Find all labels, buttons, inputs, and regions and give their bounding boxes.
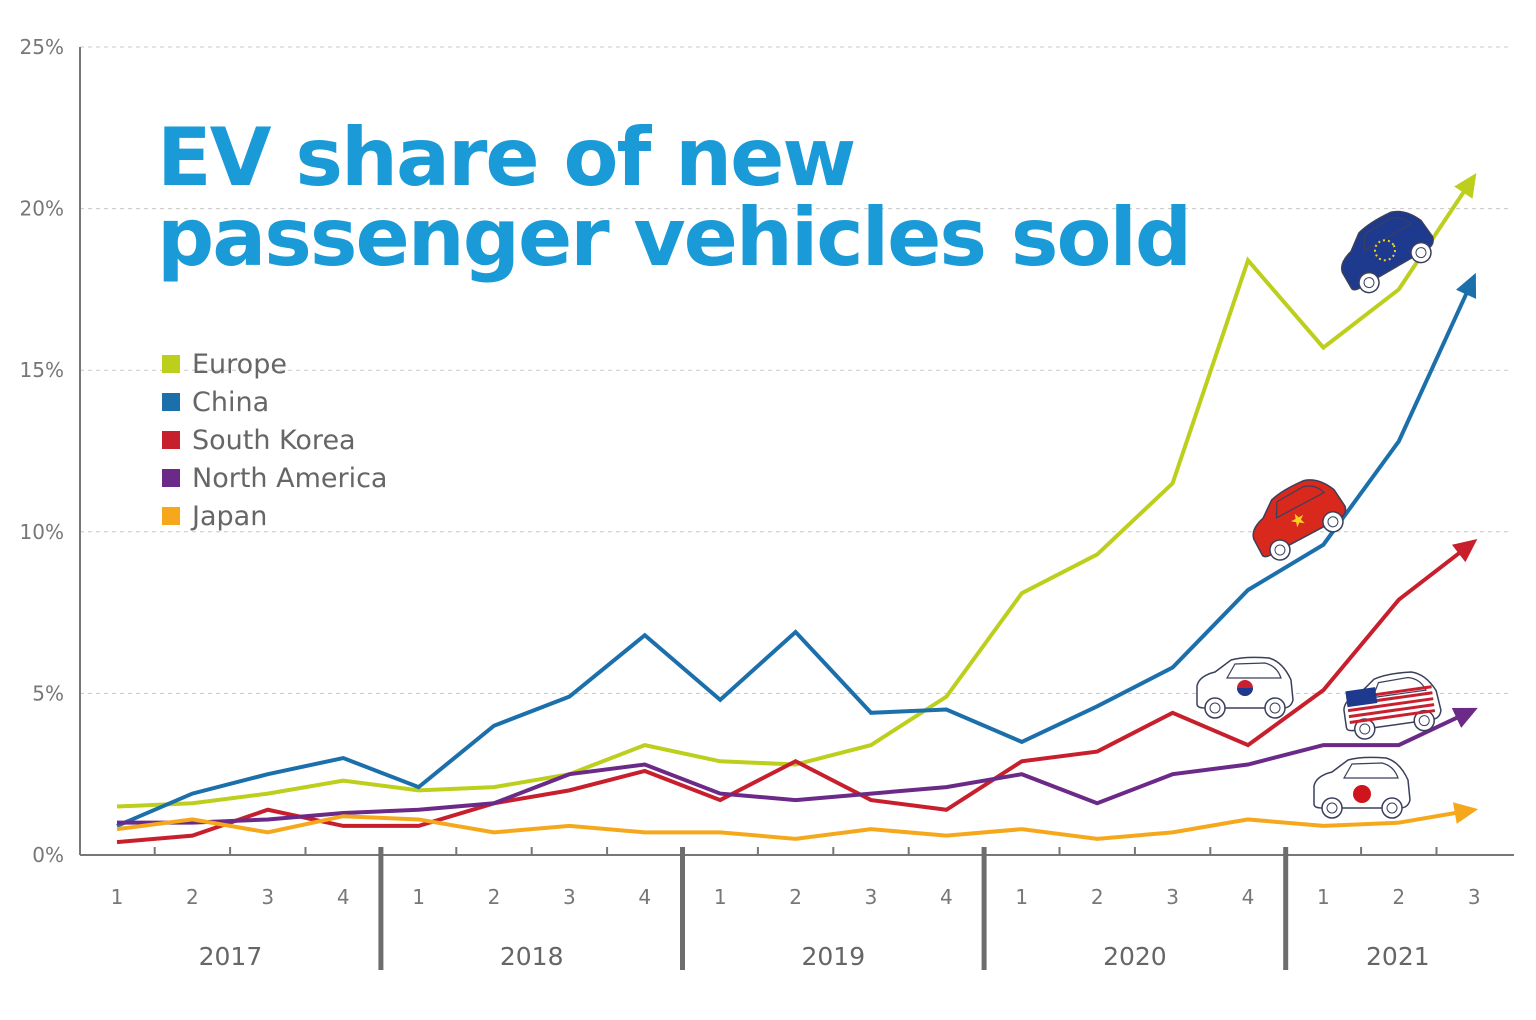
- car-wheel: [1381, 797, 1403, 819]
- car-window: [1363, 217, 1413, 252]
- legend-swatch: [162, 507, 180, 525]
- series-arrowhead: [1451, 707, 1478, 728]
- series-europe: [116, 172, 1477, 809]
- car-hub: [1386, 802, 1398, 814]
- series-arrowhead: [1453, 802, 1479, 824]
- x-tick-label: 2: [1392, 885, 1405, 909]
- car-hub: [1326, 802, 1338, 814]
- china-flag-car-icon: ★: [1252, 479, 1347, 561]
- car-window: [1275, 485, 1326, 519]
- car-hub: [1359, 723, 1371, 735]
- legend-item: Japan: [162, 497, 387, 535]
- x-tick-label: 4: [940, 885, 953, 909]
- car-wheel: [1322, 511, 1344, 533]
- legend-item: Europe: [162, 345, 387, 383]
- x-tick-label: 3: [563, 885, 576, 909]
- car-hub: [1269, 702, 1281, 714]
- x-tick-label: 2: [488, 885, 501, 909]
- legend-label: South Korea: [192, 424, 356, 456]
- japan-sun: [1353, 785, 1371, 803]
- series-north-america: [116, 707, 1478, 825]
- usa-flag-car-icon: [1343, 671, 1442, 740]
- us-stripe: [1349, 709, 1436, 725]
- x-tick-label: 4: [337, 885, 350, 909]
- x-tick-label: 1: [1015, 885, 1028, 909]
- y-tick-label: 5%: [32, 681, 64, 705]
- x-tick-label: 3: [1166, 885, 1179, 909]
- year-label: 2020: [1103, 942, 1167, 971]
- y-tick-label: 20%: [20, 197, 64, 221]
- series-arrowhead: [1451, 539, 1478, 563]
- legend-swatch: [162, 469, 180, 487]
- us-stripe: [1348, 703, 1435, 719]
- series-south-korea: [116, 539, 1478, 845]
- year-label: 2021: [1366, 942, 1430, 971]
- x-tick-label: 3: [1468, 885, 1481, 909]
- car-hub: [1418, 715, 1430, 727]
- legend-item: North America: [162, 459, 387, 497]
- car-wheel: [1358, 271, 1380, 294]
- car-window: [1225, 662, 1282, 679]
- series-china: [116, 272, 1477, 828]
- car-wheel: [1204, 697, 1226, 719]
- car-wheel: [1264, 697, 1286, 719]
- eu-stars: [1374, 239, 1396, 262]
- x-tick-label: 4: [638, 885, 651, 909]
- y-tick-label: 15%: [20, 358, 64, 382]
- legend: Europe China South Korea North America Japan: [162, 345, 387, 535]
- series-arrowhead: [1456, 272, 1477, 299]
- korea-taeguk-blue: [1237, 688, 1253, 696]
- car-wheel: [1410, 241, 1432, 264]
- x-tick-label: 3: [261, 885, 274, 909]
- car-wheel: [1269, 539, 1291, 561]
- series-japan: [116, 802, 1479, 841]
- car-window: [1371, 676, 1427, 699]
- series-arrowhead: [1454, 172, 1477, 199]
- legend-swatch: [162, 355, 180, 373]
- legend-swatch: [162, 393, 180, 411]
- japan-flag-car-icon: [1313, 756, 1411, 819]
- x-tick-label: 2: [1091, 885, 1104, 909]
- legend-label: China: [192, 386, 270, 418]
- y-tick-label: 10%: [20, 520, 64, 544]
- legend-item: China: [162, 383, 387, 421]
- car-wheel: [1413, 709, 1435, 732]
- y-tick-label: 25%: [20, 35, 64, 59]
- legend-item: South Korea: [162, 421, 387, 459]
- car-hub: [1274, 544, 1286, 556]
- year-label: 2017: [199, 942, 263, 971]
- x-tick-label: 4: [1242, 885, 1255, 909]
- y-tick-label: 0%: [32, 843, 64, 867]
- car-hub: [1327, 516, 1339, 528]
- eu-flag-car-icon: [1340, 210, 1434, 294]
- car-hub: [1363, 277, 1375, 289]
- x-tick-label: 1: [111, 885, 124, 909]
- car-hub: [1415, 247, 1427, 259]
- x-tick-label: 1: [1317, 885, 1330, 909]
- chart-title: EV share of new passenger vehicles sold: [157, 111, 1192, 284]
- legend-label: North America: [192, 462, 388, 494]
- us-canton: [1345, 687, 1378, 708]
- legend-swatch: [162, 431, 180, 449]
- legend-label: Japan: [192, 500, 268, 532]
- series-line: [117, 713, 1464, 825]
- x-tick-label: 1: [714, 885, 727, 909]
- x-tick-label: 3: [865, 885, 878, 909]
- x-tick-label: 2: [186, 885, 199, 909]
- x-tick-label: 2: [789, 885, 802, 909]
- car-hub: [1209, 702, 1221, 714]
- us-stripe: [1347, 697, 1434, 713]
- x-tick-label: 1: [412, 885, 425, 909]
- korea-flag-car-icon: [1196, 656, 1294, 719]
- legend-label: Europe: [192, 348, 287, 380]
- car-wheel: [1321, 797, 1343, 819]
- year-label: 2019: [801, 942, 865, 971]
- year-label: 2018: [500, 942, 564, 971]
- car-window: [1342, 762, 1399, 779]
